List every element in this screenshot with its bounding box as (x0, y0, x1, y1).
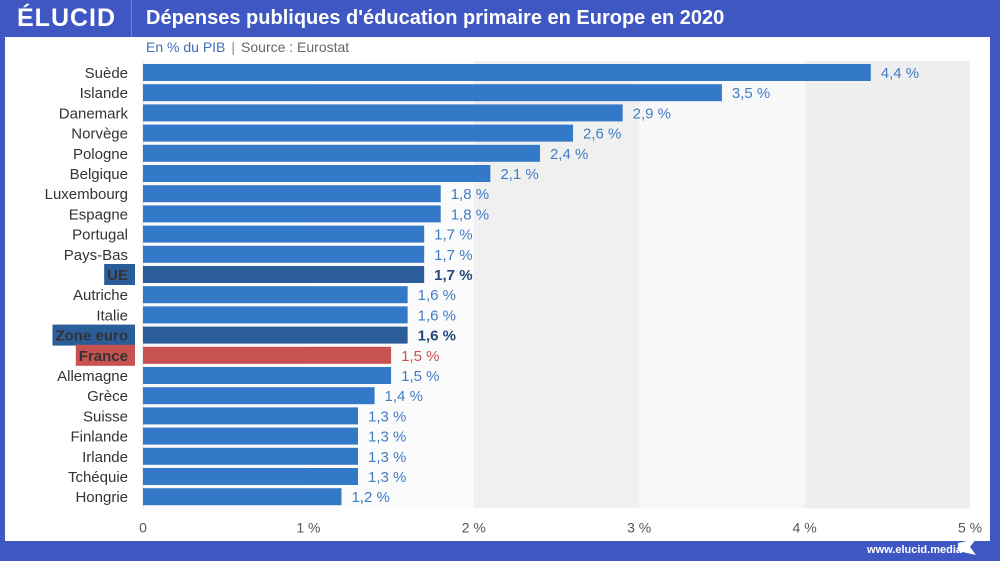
category-label: Autriche (73, 287, 128, 304)
value-label: 3,5 % (732, 85, 770, 102)
bar (143, 387, 375, 405)
bar (143, 367, 392, 384)
category-label: Italie (96, 307, 128, 324)
value-label: 2,6 % (583, 126, 621, 143)
x-tick-label: 0 (139, 519, 147, 535)
category-label: Allemagne (57, 368, 128, 385)
value-label: 1,2 % (351, 489, 389, 506)
bar (143, 225, 425, 243)
x-tick-label: 3 % (627, 519, 651, 535)
bar (143, 245, 425, 263)
value-label: 1,6 % (418, 307, 456, 324)
category-label: Finlande (70, 429, 128, 446)
flag-logo-icon (958, 539, 976, 555)
category-label: France (79, 348, 128, 365)
category-label: Danemark (59, 105, 129, 122)
category-label: Zone euro (55, 328, 128, 345)
elucid-logo: ÉLUCID (17, 4, 117, 32)
value-label: 1,4 % (385, 388, 423, 405)
x-tick-label: 1 % (296, 519, 320, 535)
unit-label: En % du PIB (146, 39, 226, 55)
bar (143, 104, 623, 122)
category-label: Tchéquie (68, 469, 128, 486)
header-bar: ÉLUCID Dépenses publiques d'éducation pr… (0, 0, 1000, 37)
chart-title: Dépenses publiques d'éducation primaire … (146, 7, 725, 29)
category-label: Islande (80, 85, 128, 102)
bar (143, 266, 425, 283)
value-label: 4,4 % (881, 65, 919, 82)
value-label: 1,7 % (434, 267, 472, 284)
category-label: UE (107, 267, 128, 284)
bar (143, 326, 408, 344)
value-label: 1,3 % (368, 429, 406, 446)
bar (143, 165, 491, 182)
value-label: 2,1 % (500, 166, 538, 183)
category-highlight-box (75, 344, 135, 366)
value-label: 2,4 % (550, 146, 588, 163)
chart-subtitle: En % du PIB | Source : Eurostat (146, 39, 349, 55)
bar (143, 144, 540, 162)
bar (143, 488, 342, 506)
value-label: 1,8 % (451, 186, 489, 203)
bar (143, 346, 392, 364)
value-label: 1,3 % (368, 469, 406, 486)
category-highlight-box (104, 264, 135, 285)
footer-url[interactable]: www.elucid.media (867, 544, 962, 556)
bar (143, 407, 359, 425)
header-divider (131, 0, 132, 37)
bar (143, 306, 408, 324)
value-label: 2,9 % (633, 105, 671, 122)
category-label: Belgique (70, 166, 128, 183)
bar (143, 84, 722, 102)
bar (143, 205, 441, 223)
bar (143, 427, 359, 445)
grid-band (804, 61, 970, 509)
category-label: Norvège (71, 126, 128, 143)
value-label: 1,6 % (418, 287, 456, 304)
category-label: Suède (85, 65, 128, 82)
value-label: 1,7 % (434, 247, 472, 264)
bar (143, 64, 871, 81)
category-label: Portugal (72, 227, 128, 244)
bar (143, 124, 574, 142)
value-label: 1,6 % (418, 328, 456, 345)
x-tick-label: 4 % (793, 519, 817, 535)
bar (143, 286, 408, 304)
value-label: 1,3 % (368, 449, 406, 466)
category-label: Luxembourg (45, 186, 128, 203)
category-label: Suisse (83, 408, 128, 425)
value-label: 1,5 % (401, 368, 439, 385)
bar (143, 468, 359, 485)
category-label: Irlande (82, 449, 128, 466)
subtitle-separator: | (231, 39, 236, 55)
category-highlight-box (52, 324, 135, 346)
value-label: 1,8 % (451, 206, 489, 223)
value-label: 1,3 % (368, 408, 406, 425)
category-label: Pologne (73, 146, 128, 163)
grid-band (639, 61, 805, 509)
category-label: Grèce (87, 388, 128, 405)
category-label: Pays-Bas (64, 247, 128, 264)
x-tick-label: 2 % (462, 519, 486, 535)
source-label: Source : Eurostat (241, 39, 350, 55)
category-label: Hongrie (75, 489, 128, 506)
x-tick-label: 5 % (958, 519, 982, 535)
value-label: 1,7 % (434, 227, 472, 244)
bar (143, 185, 441, 203)
value-label: 1,5 % (401, 348, 439, 365)
bar (143, 447, 359, 465)
category-label: Espagne (69, 206, 128, 223)
